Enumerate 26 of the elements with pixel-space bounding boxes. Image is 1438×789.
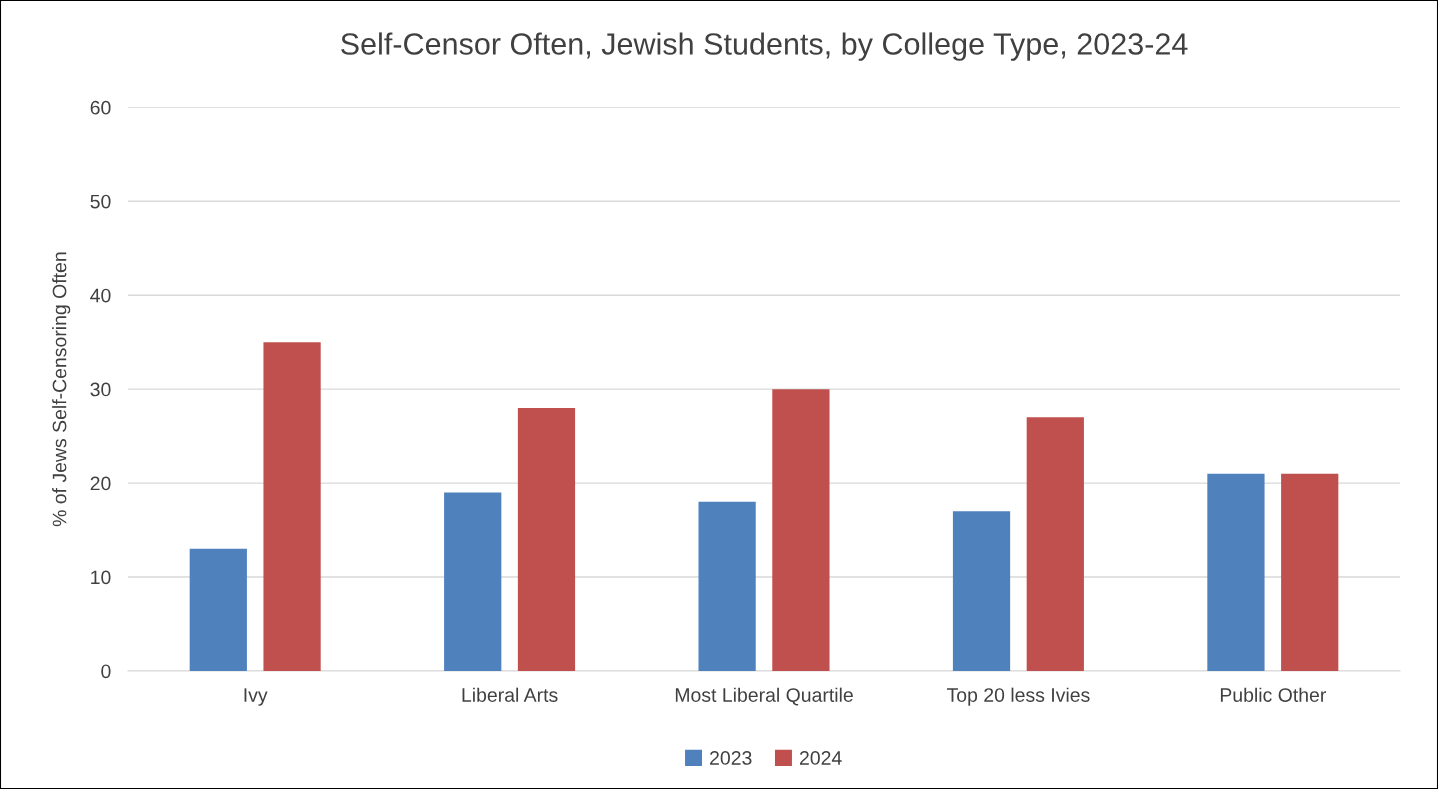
legend-label: 2023 [710, 751, 752, 765]
bar [1207, 473, 1265, 671]
bar [772, 389, 830, 671]
y-tick-label: 20 [90, 476, 111, 491]
bar [952, 511, 1011, 671]
x-tick-label: Ivy [244, 688, 268, 706]
bar [517, 407, 576, 671]
bar [1281, 473, 1339, 671]
x-tick-label: Public Other [1220, 687, 1327, 702]
x-tick-label: Liberal Arts [462, 687, 558, 702]
y-tick-label: 0 [101, 664, 111, 679]
y-axis-title: % of Jews Self-Censoring Often [52, 252, 71, 527]
bar [1026, 417, 1084, 671]
chart-title: Self-Censor Often, Jewish Students, by College Type, 2023-24 [341, 32, 1188, 61]
bar [263, 342, 321, 671]
x-tick-label: Top 20 less Ivies [946, 687, 1090, 706]
bar [698, 501, 756, 671]
legend-label: 2024 [799, 751, 842, 765]
bar [189, 548, 247, 671]
y-tick-label: 50 [90, 194, 111, 209]
bar [444, 492, 502, 671]
y-tick-label: 40 [90, 288, 111, 303]
x-tick-label: Most Liberal Quartile [675, 687, 853, 706]
y-tick-label: 10 [91, 570, 111, 585]
y-tick-label: 60 [90, 100, 111, 115]
y-tick-label: 30 [90, 382, 111, 397]
